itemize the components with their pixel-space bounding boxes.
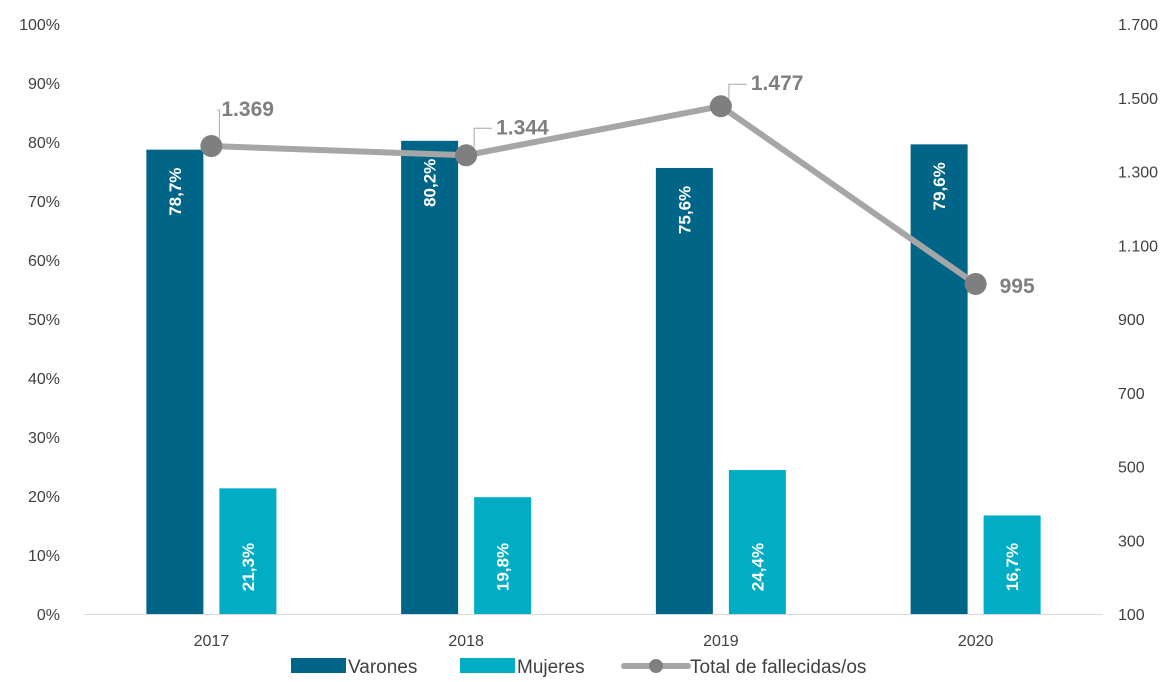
bar-data-label: 80,2%	[421, 159, 440, 207]
bar-data-label: 75,6%	[675, 186, 694, 234]
y-left-tick-label: 30%	[28, 430, 60, 447]
bar-mujeres	[728, 470, 786, 614]
y-right-tick-label: 900	[1118, 312, 1145, 329]
y-right-tick-label: 1.300	[1118, 165, 1158, 182]
x-tick-label: 2017	[194, 633, 230, 650]
chart-bars	[146, 140, 1041, 615]
bar-varones	[655, 167, 713, 614]
bar-data-label: 24,4%	[748, 543, 767, 591]
line-data-label: 1.344	[496, 116, 549, 139]
bar-mujeres	[474, 497, 532, 614]
y-left-tick-label: 10%	[28, 548, 60, 565]
chart-legend: Varones Mujeres Total de fallecidas/os	[291, 657, 866, 678]
line-point	[455, 144, 478, 167]
chart-line	[200, 83, 987, 295]
bar-data-label: 19,8%	[494, 543, 513, 591]
y-left-tick-label: 50%	[28, 312, 60, 329]
legend-label: Varones	[348, 657, 417, 678]
chart-axes: 0% 10% 20% 30% 40% 50% 60% 70% 80% 90% 100% 100 300 5…	[19, 17, 1158, 650]
bar-data-label: 21,3%	[239, 543, 258, 591]
line-data-label: 995	[1000, 275, 1035, 298]
line-point	[964, 272, 987, 295]
bar-data-label: 78,7%	[166, 168, 185, 216]
y-right-tick-label: 1.500	[1118, 91, 1158, 108]
bar-data-label: 16,7%	[1003, 543, 1022, 591]
y-right-tick-label: 300	[1118, 533, 1145, 550]
x-tick-label: 2020	[958, 633, 994, 650]
legend-swatch	[291, 658, 346, 673]
legend-label: Total de fallecidas/os	[690, 657, 866, 678]
line-label-leader	[473, 127, 493, 148]
y-right-tick-label: 500	[1118, 460, 1145, 477]
bar-mujeres	[219, 488, 277, 614]
y-left-tick-label: 80%	[28, 135, 60, 152]
bar-mujeres	[983, 515, 1041, 614]
y-left-tick-label: 20%	[28, 489, 60, 506]
y-right-tick-label: 700	[1118, 386, 1145, 403]
line-data-label: 1.477	[751, 72, 804, 95]
bar-varones	[146, 149, 204, 615]
x-tick-label: 2019	[703, 633, 739, 650]
line-label-leader	[217, 109, 220, 139]
y-left-tick-label: 40%	[28, 371, 60, 388]
y-right-tick-label: 100	[1118, 607, 1145, 624]
bar-varones	[401, 140, 459, 614]
line-point	[200, 135, 223, 158]
line-total-fallecidos	[208, 103, 979, 287]
bar-varones	[910, 144, 968, 615]
line-label-leader	[728, 83, 747, 99]
y-left-tick-label: 70%	[28, 194, 60, 211]
line-data-label: 1.369	[221, 98, 274, 121]
legend-swatch	[460, 658, 515, 673]
x-tick-label: 2018	[448, 633, 484, 650]
bar-data-label: 79,6%	[930, 162, 949, 210]
y-left-tick-label: 100%	[19, 17, 60, 34]
chart-labels: 78,7% 21,3% 80,2% 19,8% 75,6% 24,4% 79,6% 16,7%…	[166, 72, 1035, 591]
y-right-tick-label: 1.100	[1118, 238, 1158, 255]
legend-marker	[649, 659, 663, 673]
y-right-tick-label: 1.700	[1118, 17, 1158, 34]
line-point	[709, 95, 732, 118]
legend-label: Mujeres	[517, 657, 585, 678]
y-left-tick-label: 0%	[37, 607, 60, 624]
y-left-tick-label: 90%	[28, 76, 60, 93]
y-left-tick-label: 60%	[28, 253, 60, 270]
